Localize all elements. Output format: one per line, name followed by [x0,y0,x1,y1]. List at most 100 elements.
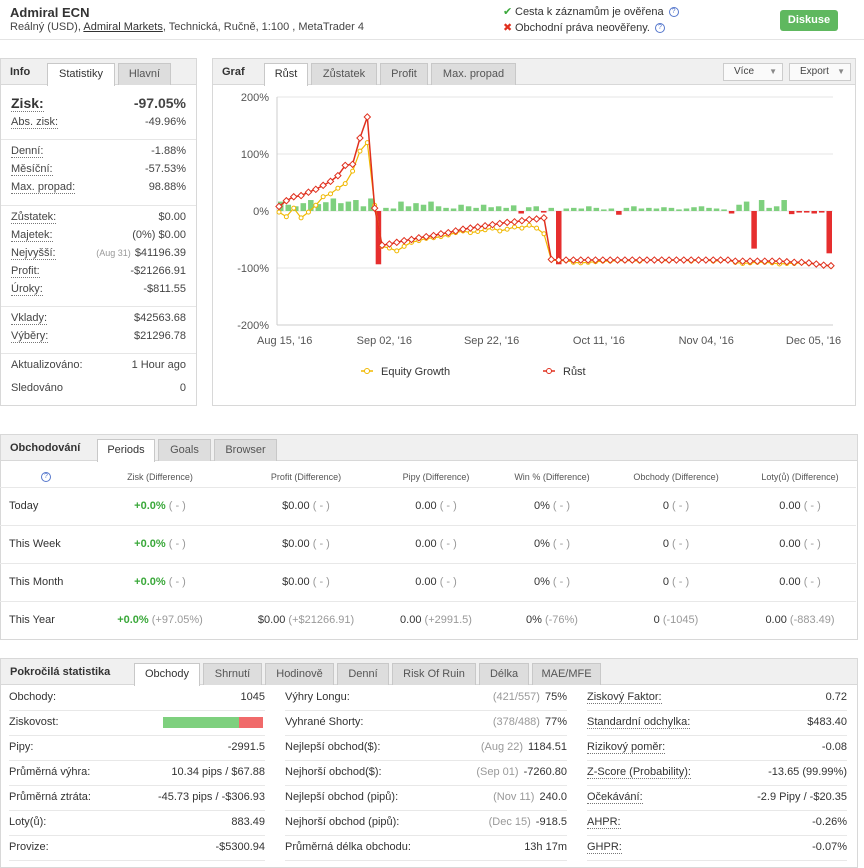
stat-value: (Dec 15) -918.5 [489,816,567,828]
daily-bar [308,200,314,211]
tab-mae-mfe[interactable]: MAE/MFE [532,663,601,685]
divider [1,205,196,206]
tab-hodinov-[interactable]: Hodinově [265,663,334,685]
discuss-button[interactable]: Diskuse [780,10,838,31]
daily-bar [691,207,697,211]
data-point [282,196,291,205]
help-icon[interactable]: ? [41,472,51,482]
daily-bar [360,206,367,211]
data-point [657,256,666,264]
data-point [812,260,821,268]
column-header: Pipy (Difference) [402,472,470,482]
trading-privileges-unverified: ✖ Obchodní práva neověřeny.? [503,21,665,34]
legend-label[interactable]: Růst [563,366,586,378]
stat-value: -$811.55 [143,283,186,295]
stat-value-text: -45.73 pips / -$306.93 [157,791,265,803]
stat-row: Úroky: -$811.55 [11,283,186,299]
trading-panel-header: Obchodování Periods Goals Browser [1,435,857,462]
data-point [415,233,423,242]
account-header: Admiral ECN Reálný (USD), Admiral Market… [0,0,864,40]
stat-value: 1045 [241,691,265,703]
cell-value: $0.00 [282,576,310,588]
stat-value: -45.73 pips / -$306.93 [158,791,265,803]
stat-row: Z-Score (Probability): -13.65 (99.99%) [587,761,847,786]
tab-browser[interactable]: Browser [214,439,277,461]
data-point [504,226,510,232]
table-cell: 0% (-76%) [492,614,612,626]
daily-bar [601,209,607,211]
account-name: Admiral ECN [10,5,90,20]
tab-profit[interactable]: Profit [380,63,428,85]
cell-value: 0% [533,500,550,512]
stat-label: Nejvyšší: [11,247,56,260]
data-point [827,261,835,270]
daily-bar [503,207,509,211]
data-point [497,228,503,234]
data-point [805,259,813,267]
tab-risk-of-ruin[interactable]: Risk Of Ruin [392,663,476,685]
column-header: Loty(ů) (Difference) [761,472,839,482]
daily-bar [548,207,554,211]
tab-zustatek[interactable]: Zůstatek [311,63,377,85]
data-point [392,238,401,247]
stat-value-text: -49.96% [145,116,186,128]
stat-value-text: 240.0 [539,791,567,803]
chevron-down-icon: ▼ [769,67,777,76]
tab-hlavni[interactable]: Hlavní [118,63,171,85]
help-icon[interactable]: ? [668,7,679,18]
daily-bar [405,206,412,211]
data-point [400,236,408,245]
column-header: Profit (Difference) [270,472,342,482]
cell-value: +0.0% [134,500,166,512]
stat-value-text: 1 Hour ago [131,359,186,371]
daily-bar [578,208,585,211]
broker-link[interactable]: Admiral Markets [83,21,163,33]
profit-row: Zisk: -97.05% [11,95,186,115]
cell-difference: ( - ) [672,500,690,512]
stat-label: Průměrná ztráta: [9,791,91,803]
stat-label: Obchody: [9,691,57,703]
table-cell: 0.00 ( - ) [740,538,860,550]
data-point [738,257,747,265]
help-icon[interactable]: ? [654,23,665,34]
data-point [342,181,348,187]
data-point [334,171,342,180]
data-point [466,224,475,232]
daily-bar [435,206,442,211]
stat-label: Vklady: [11,312,48,325]
tab-statistiky[interactable]: Statistiky [47,63,115,86]
stat-value: 0.72 [826,691,847,703]
stat-value: -0.26% [812,816,847,828]
export-dropdown[interactable]: Export ▼ [789,63,851,81]
stat-label: Průměrná výhra: [9,766,91,778]
tab-periods[interactable]: Periods [97,439,155,462]
more-dropdown[interactable]: Více ▼ [723,63,783,81]
legend-label[interactable]: Equity Growth [381,366,450,378]
table-cell: +0.0% (+97.05%) [100,614,220,626]
daily-bar [796,211,802,213]
data-point [746,257,754,265]
tab-d-lka[interactable]: Délka [479,663,529,685]
data-point [790,258,799,267]
cell-value: 0.00 [400,614,422,626]
table-cell: 0.00 ( - ) [376,576,496,588]
daily-bar [631,206,637,211]
stat-value: (Aug 22) 1184.51 [481,741,567,753]
cell-difference: ( - ) [312,576,330,588]
stat-value-text: 1045 [240,691,265,703]
tab-obchody[interactable]: Obchody [134,663,200,686]
tab-goals[interactable]: Goals [158,439,211,461]
cell-difference: (-883.49) [789,614,835,626]
tab-rust[interactable]: Růst [264,63,308,86]
tab-max-propad[interactable]: Max. propad [431,63,516,85]
tab-denn-[interactable]: Denní [337,663,389,685]
daily-bar [766,207,772,211]
data-point [341,161,350,170]
data-point [510,218,519,226]
tab-shrnut-[interactable]: Shrnutí [203,663,262,685]
table-row: This Month +0.0% ( - ) $0.00 ( - ) 0.00 ( -… [0,563,856,601]
data-point [775,257,784,265]
data-point [526,222,532,228]
cell-value: +0.0% [134,576,166,588]
daily-bar [811,211,817,214]
